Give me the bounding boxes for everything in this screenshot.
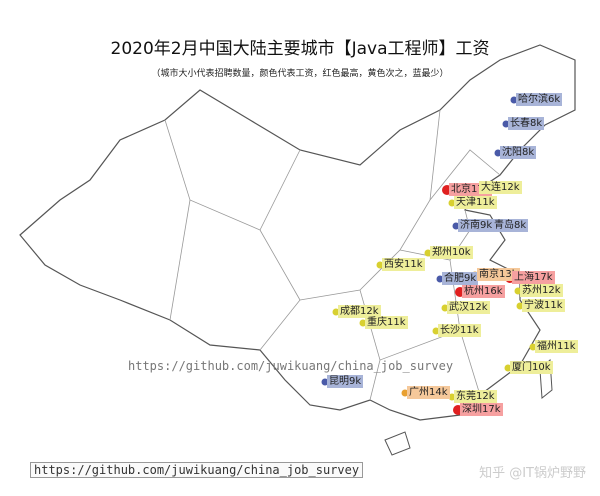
city-label: 合肥9k (442, 272, 479, 285)
city-dot (514, 287, 522, 295)
city-dot (516, 302, 524, 310)
city-label: 深圳17k (460, 403, 503, 416)
hainan (384, 431, 411, 456)
city-dot (452, 222, 460, 230)
city-label: 沈阳8k (500, 146, 537, 159)
city-dot (359, 319, 367, 327)
city-dot (448, 393, 456, 401)
city-label: 青岛8k (492, 219, 529, 232)
watermark: https://github.com/juwikuang/china_job_s… (128, 359, 454, 373)
city-label: 昆明9k (327, 375, 364, 388)
city-label: 济南9k (458, 219, 495, 232)
city-dot (494, 149, 502, 157)
city-label: 宁波11k (522, 299, 565, 312)
city-label: 上海17k (512, 271, 555, 284)
city-dot (376, 261, 384, 269)
city-label: 福州11k (535, 340, 578, 353)
city-dot (432, 327, 440, 335)
city-label: 郑州10k (430, 246, 473, 259)
city-label: 广州14k (407, 386, 450, 399)
credit: 知乎 @IT锅炉野野 (479, 466, 586, 481)
city-label: 东莞12k (454, 390, 497, 403)
city-label: 大连12k (479, 181, 522, 194)
city-dot (424, 249, 432, 257)
city-dot (436, 275, 444, 283)
city-dot (502, 120, 510, 128)
city-dot (332, 308, 340, 316)
city-dot (510, 96, 518, 104)
city-dot (321, 378, 329, 386)
city-label: 厦门10k (510, 361, 553, 374)
city-label: 长沙11k (438, 324, 481, 337)
city-label: 南京13k (477, 268, 520, 281)
city-label: 武汉12k (447, 301, 490, 314)
city-dot (401, 389, 409, 397)
footer-link: https://github.com/juwikuang/china_job_s… (30, 462, 364, 478)
city-label: 苏州12k (520, 284, 563, 297)
title: 2020年2月中国大陆主要城市【Java工程师】工资 (110, 39, 490, 59)
subtitle: （城市大小代表招聘数量，颜色代表工资，红色最高，黄色次之，蓝最少） (151, 69, 449, 79)
city-dot (441, 304, 449, 312)
city-label: 重庆11k (365, 316, 408, 329)
city-dot (448, 199, 456, 207)
city-label: 成都12k (338, 305, 381, 318)
city-label: 杭州16k (462, 285, 505, 298)
city-dot (529, 343, 537, 351)
city-label: 长春8k (508, 117, 545, 130)
city-label: 哈尔滨6k (516, 93, 563, 106)
city-dot (504, 364, 512, 372)
city-label: 西安11k (382, 258, 425, 271)
city-label: 天津11k (454, 196, 497, 209)
